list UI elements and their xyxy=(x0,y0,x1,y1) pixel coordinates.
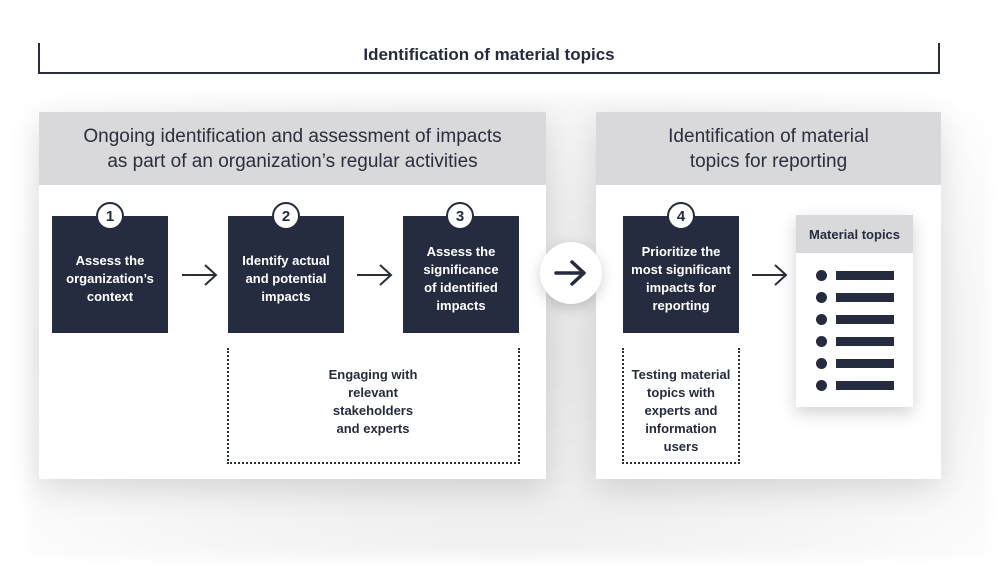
list-item xyxy=(816,291,894,303)
right-panel-header: Identification of material topics for re… xyxy=(596,112,941,185)
placeholder-line xyxy=(836,336,894,346)
bullet-icon xyxy=(816,335,827,347)
testing-note: Testing material topics with experts and… xyxy=(631,367,731,454)
testing-bracket xyxy=(622,348,740,464)
right-panel-title: Identification of material topics for re… xyxy=(668,125,869,172)
left-panel-header: Ongoing identification and assessment of… xyxy=(39,112,546,185)
placeholder-line xyxy=(836,270,894,280)
bullet-icon xyxy=(816,269,827,281)
placeholder-line xyxy=(836,314,894,324)
arrow-right-icon xyxy=(182,264,218,286)
list-item xyxy=(816,379,894,391)
list-item xyxy=(816,335,894,347)
engagement-note: Engaging with relevant stakeholders and … xyxy=(328,367,418,436)
step-1-badge: 1 xyxy=(96,202,124,230)
placeholder-line xyxy=(836,358,894,368)
list-item xyxy=(816,269,894,281)
top-bracket: Identification of material topics xyxy=(38,43,940,74)
step-1-label: Assess the organization’s context xyxy=(66,252,154,304)
step-2-label: Identify actual and potential impacts xyxy=(242,252,330,304)
placeholder-line xyxy=(836,380,894,390)
bullet-icon xyxy=(816,379,827,391)
bullet-icon xyxy=(816,357,827,369)
bullet-icon xyxy=(816,291,827,303)
step-4-box: Prioritize the most significant impacts … xyxy=(623,216,739,333)
step-1-box: Assess the organization’s context xyxy=(52,216,168,333)
step-3-label: Assess the significance of identified im… xyxy=(423,243,499,313)
arrow-right-icon xyxy=(357,264,393,286)
step-2-badge: 2 xyxy=(272,202,300,230)
left-panel-title: Ongoing identification and assessment of… xyxy=(83,125,502,172)
step-4-label: Prioritize the most significant impacts … xyxy=(631,243,731,313)
material-topics-title: Material topics xyxy=(796,215,913,253)
placeholder-line xyxy=(836,292,894,302)
engagement-bracket xyxy=(227,348,520,464)
step-2-box: Identify actual and potential impacts xyxy=(228,216,344,333)
diagram-title: Identification of material topics xyxy=(363,45,615,64)
list-item xyxy=(816,357,894,369)
arrow-right-icon xyxy=(752,264,788,286)
step-3-badge: 3 xyxy=(446,202,474,230)
step-3-box: Assess the significance of identified im… xyxy=(403,216,519,333)
transition-arrow xyxy=(540,242,602,304)
bullet-icon xyxy=(816,313,827,325)
material-topics-card: Material topics xyxy=(796,215,913,407)
arrow-right-icon xyxy=(554,260,586,286)
step-4-badge: 4 xyxy=(667,202,695,230)
list-item xyxy=(816,313,894,325)
